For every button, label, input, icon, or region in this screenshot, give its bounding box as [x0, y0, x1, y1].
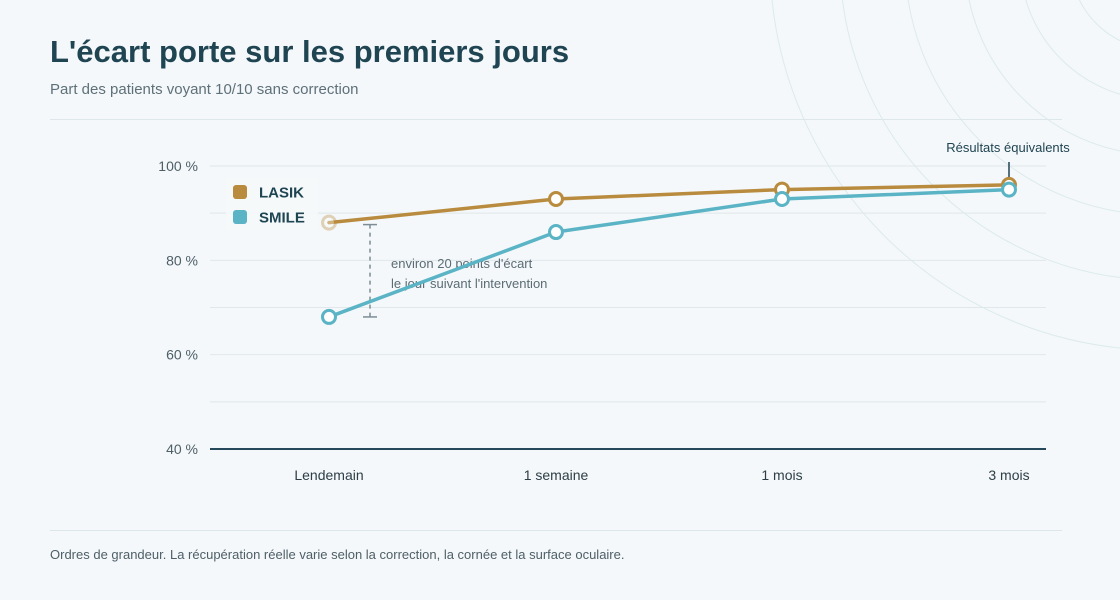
gap-annotation-line1: environ 20 points d'écart	[391, 256, 533, 271]
footnote: Ordres de grandeur. La récupération réel…	[50, 547, 625, 562]
smile-legend-swatch	[233, 210, 247, 224]
line-chart: 40 % 60 % 80 % 100 % Lendemain 1 semaine 1 mo…	[158, 140, 1070, 483]
page-subtitle: Part des patients voyant 10/10 sans corr…	[50, 81, 359, 98]
smile-point	[1001, 181, 1017, 198]
x-tick-label: Lendemain	[294, 467, 363, 483]
smile-line	[327, 187, 1011, 319]
lasik-line	[327, 183, 1011, 225]
header-divider	[50, 119, 1062, 120]
smile-legend-label: SMILE	[259, 210, 305, 227]
x-axis-ticks: Lendemain 1 semaine 1 mois 3 mois	[294, 467, 1029, 483]
page-title: L'écart porte sur les premiers jours	[50, 34, 570, 69]
y-tick-label: 100 %	[158, 158, 198, 174]
series	[321, 176, 1017, 325]
x-tick-label: 3 mois	[988, 467, 1029, 483]
y-tick-label: 60 %	[166, 347, 198, 363]
legend: LASIK SMILE	[226, 178, 318, 230]
lasik-point	[548, 191, 564, 208]
lasik-legend-label: LASIK	[259, 185, 304, 202]
y-tick-label: 80 %	[166, 252, 198, 268]
x-tick-label: 1 semaine	[524, 467, 589, 483]
x-tick-label: 1 mois	[761, 467, 802, 483]
footer-divider	[50, 530, 1062, 531]
grid-lines	[210, 165, 1046, 403]
lasik-legend-swatch	[233, 185, 247, 199]
smile-point	[774, 191, 790, 208]
equal-annotation: Résultats équivalents	[946, 140, 1070, 155]
smile-point	[321, 308, 337, 325]
lasik-point	[321, 214, 337, 231]
y-tick-label: 40 %	[166, 441, 198, 457]
smile-point	[548, 224, 564, 241]
y-axis-ticks: 40 % 60 % 80 % 100 %	[158, 158, 198, 457]
